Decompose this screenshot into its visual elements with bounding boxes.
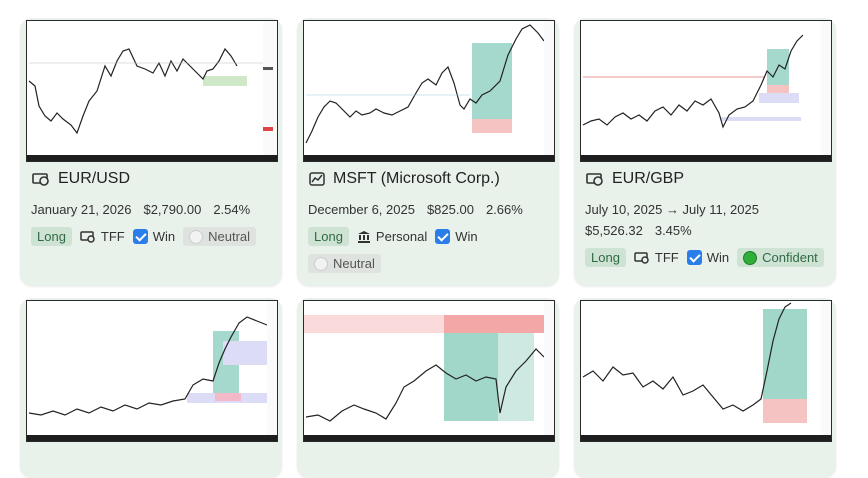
chart-icon	[309, 172, 325, 186]
details: July 10, 2025 → July 11, 2025 $5,526.32 …	[585, 202, 828, 238]
details: January 21, 2026 $2,790.00 2.54%	[31, 202, 274, 217]
tag-text: Confident	[762, 250, 818, 265]
card-title: EUR/USD	[32, 170, 130, 188]
tags: Long TFF Win Neutral	[31, 227, 274, 246]
trade-card[interactable]	[297, 298, 559, 478]
chart-thumbnail	[303, 20, 555, 162]
tag-text: Win	[152, 229, 176, 244]
trade-card[interactable]	[574, 298, 836, 478]
amount: $5,526.32	[585, 223, 643, 238]
tag: TFF	[634, 248, 679, 267]
trade-card[interactable]: EUR/GBP July 10, 2025 → July 11, 2025 $5…	[574, 18, 836, 286]
trade-card[interactable]	[20, 298, 282, 478]
tag-text: Neutral	[208, 229, 251, 244]
chart-thumbnail	[580, 300, 832, 442]
percent: 2.66%	[485, 202, 523, 217]
card-title-text: EUR/USD	[58, 170, 131, 187]
tag: Personal	[357, 227, 427, 246]
card-title-text: EUR/GBP	[612, 170, 685, 187]
tag: Confident	[737, 248, 824, 267]
amount: $2,790.00	[143, 202, 202, 217]
trade-card[interactable]: EUR/USD January 21, 2026 $2,790.00 2.54%…	[20, 18, 282, 286]
page: EUR/USD January 21, 2026 $2,790.00 2.54%…	[0, 0, 868, 454]
tag-text: Win	[455, 229, 478, 244]
tags: Long TFF Win Confident	[585, 248, 828, 267]
date: December 6, 2025	[308, 202, 415, 217]
tag: Long	[585, 248, 626, 267]
chart-thumbnail	[26, 300, 278, 442]
chart-thumbnail	[303, 300, 555, 442]
tag: Win	[435, 227, 478, 246]
currency-icon	[32, 173, 49, 186]
trade-card[interactable]: MSFT (Microsoft Corp.) December 6, 2025 …	[297, 18, 559, 286]
card-title: MSFT (Microsoft Corp.)	[309, 170, 500, 188]
chart-thumbnail	[26, 20, 278, 162]
chart-thumbnail	[580, 20, 832, 162]
details: December 6, 2025 $825.00 2.66%	[308, 202, 551, 217]
tag-text: Neutral	[333, 256, 375, 271]
date: July 10, 2025 → July 11, 2025	[585, 202, 759, 217]
percent: 3.45%	[654, 223, 692, 238]
tag-text: Personal	[375, 229, 428, 244]
percent: 2.54%	[213, 202, 251, 217]
tag-text: Win	[706, 250, 730, 265]
date: January 21, 2026	[31, 202, 132, 217]
tags: Long Personal Win Neutral	[308, 227, 551, 273]
card-title: EUR/GBP	[586, 170, 684, 188]
card-title-text: MSFT (Microsoft Corp.)	[333, 170, 500, 187]
tag-text: TFF	[100, 229, 125, 244]
currency-icon	[586, 173, 603, 186]
tag: Long	[31, 227, 72, 246]
tag: Neutral	[308, 254, 381, 273]
tag-text: TFF	[654, 250, 679, 265]
amount: $825.00	[426, 202, 474, 217]
tag: Win	[132, 227, 176, 246]
tag: Neutral	[183, 227, 257, 246]
tag: Win	[686, 248, 730, 267]
tag: Long	[308, 227, 349, 246]
tag: TFF	[80, 227, 125, 246]
